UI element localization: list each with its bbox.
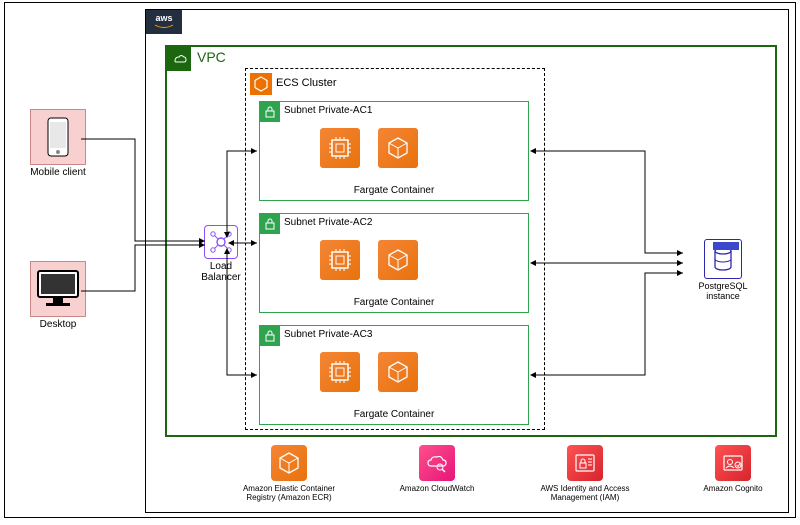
- fargate-icons-2: [320, 240, 418, 280]
- load-balancer-label: Load Balancer: [191, 261, 251, 283]
- cloudwatch-label: Amazon CloudWatch: [383, 484, 491, 493]
- diagram-canvas: Mobile client Desktop aws VPC ECS Cluste…: [4, 2, 796, 518]
- subnet-3-label: Subnet Private-AC3: [284, 329, 372, 340]
- fargate-icons-1: [320, 128, 418, 168]
- cognito-label: Amazon Cognito: [679, 484, 787, 493]
- compute-icon: [320, 352, 360, 392]
- vpc-label: VPC: [197, 49, 226, 65]
- vpc-icon: [167, 47, 191, 71]
- subnet-2-label: Subnet Private-AC2: [284, 217, 372, 228]
- container-icon: [378, 240, 418, 280]
- compute-icon: [320, 128, 360, 168]
- postgres-badge: [713, 242, 739, 250]
- ecr-icon: [271, 445, 307, 481]
- service-cognito: Amazon Cognito: [679, 445, 787, 502]
- ecs-hex-icon: [250, 73, 272, 95]
- aws-logo-icon: aws: [146, 10, 182, 34]
- load-balancer-icon: [204, 225, 238, 259]
- lock-icon: [260, 102, 280, 122]
- ecs-label: ECS Cluster: [276, 77, 337, 89]
- database: PostgreSQL instance: [683, 239, 763, 301]
- database-icon: [704, 239, 742, 279]
- fargate-label-1: Fargate Container: [260, 185, 528, 196]
- subnet-3: Subnet Private-AC3 Fargate Container: [259, 325, 529, 425]
- cognito-icon: [715, 445, 751, 481]
- lock-icon: [260, 326, 280, 346]
- monitor-icon: [30, 261, 86, 317]
- desktop-client-label: Desktop: [23, 319, 93, 330]
- subnet-1: Subnet Private-AC1 Fargate Container: [259, 101, 529, 201]
- database-label: PostgreSQL instance: [683, 281, 763, 301]
- desktop-client: Desktop: [23, 261, 93, 330]
- load-balancer: Load Balancer: [191, 225, 251, 283]
- mobile-client: Mobile client: [23, 109, 93, 178]
- lock-icon: [260, 214, 280, 234]
- service-cloudwatch: Amazon CloudWatch: [383, 445, 491, 502]
- cloudwatch-icon: [419, 445, 455, 481]
- service-iam: AWS Identity and Access Management (IAM): [531, 445, 639, 502]
- aws-logo-text: aws: [155, 14, 172, 23]
- subnet-2: Subnet Private-AC2 Fargate Container: [259, 213, 529, 313]
- bottom-services-row: Amazon Elastic Container Registry (Amazo…: [235, 445, 787, 502]
- container-icon: [378, 352, 418, 392]
- mobile-client-label: Mobile client: [23, 167, 93, 178]
- fargate-icons-3: [320, 352, 418, 392]
- iam-icon: [567, 445, 603, 481]
- fargate-label-2: Fargate Container: [260, 297, 528, 308]
- phone-icon: [30, 109, 86, 165]
- service-ecr: Amazon Elastic Container Registry (Amazo…: [235, 445, 343, 502]
- compute-icon: [320, 240, 360, 280]
- container-icon: [378, 128, 418, 168]
- iam-label: AWS Identity and Access Management (IAM): [531, 484, 639, 502]
- fargate-label-3: Fargate Container: [260, 409, 528, 420]
- ecr-label: Amazon Elastic Container Registry (Amazo…: [235, 484, 343, 502]
- subnet-1-label: Subnet Private-AC1: [284, 105, 372, 116]
